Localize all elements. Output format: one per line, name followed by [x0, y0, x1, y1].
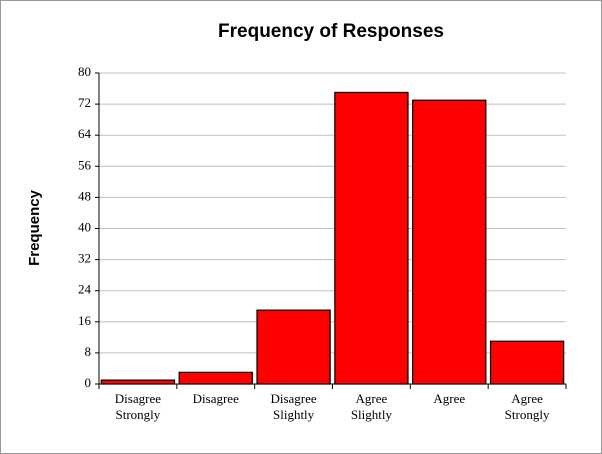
y-tick-label: 0: [85, 375, 92, 390]
bar: [178, 371, 253, 385]
y-tick-label: 40: [78, 219, 91, 234]
y-tick-label: 32: [78, 251, 91, 266]
x-tick-label: Disagree Strongly: [114, 391, 161, 422]
y-tick-label: 24: [78, 282, 92, 297]
chart-title: Frequency of Responses: [218, 21, 444, 42]
bar: [100, 379, 176, 385]
y-axis-label: Frequency: [26, 189, 43, 266]
x-tick-label: Agree: [433, 391, 466, 406]
bar: [334, 91, 409, 385]
y-tick-label: 72: [78, 95, 91, 110]
x-tick-label: Disagree Slightly: [270, 391, 317, 422]
y-tick-label: 16: [78, 313, 92, 328]
bar: [256, 309, 331, 385]
bar: [412, 99, 487, 385]
y-tick-label: 56: [78, 157, 92, 172]
y-tick-label: 64: [78, 126, 92, 141]
y-tick-label: 8: [85, 344, 92, 359]
x-tick-label: Agree Strongly: [504, 391, 550, 422]
y-tick-label: 80: [78, 64, 91, 79]
x-tick-label: Agree Slightly: [350, 391, 392, 422]
bar: [489, 340, 565, 385]
y-tick-label: 48: [78, 188, 91, 203]
x-tick-label: Disagree: [192, 391, 239, 406]
